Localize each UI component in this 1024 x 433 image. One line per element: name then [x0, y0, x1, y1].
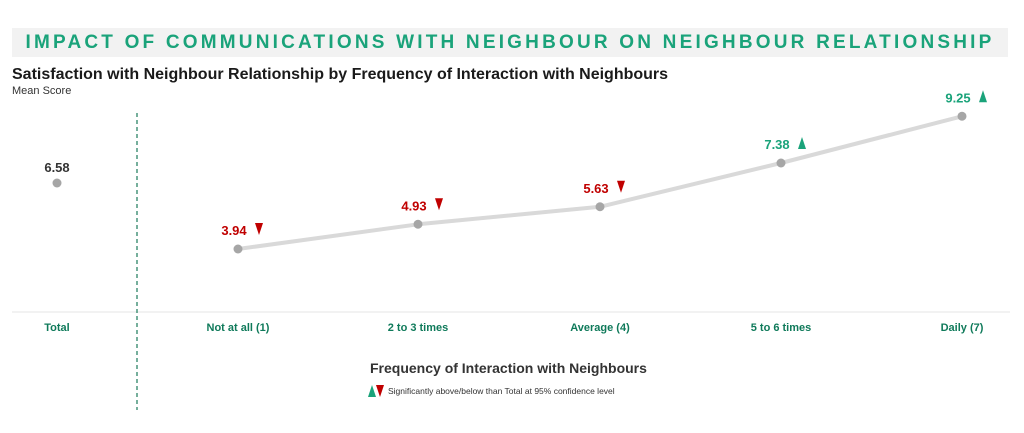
page-title: IMPACT OF COMMUNICATIONS WITH NEIGHBOUR …: [25, 32, 995, 53]
x-tick-label-2: 2 to 3 times: [388, 322, 449, 334]
total-value-label: 6.58: [44, 160, 69, 175]
data-point-5: [957, 111, 967, 121]
total-point: [52, 178, 62, 188]
data-point-2: [413, 219, 423, 229]
data-label-4: 7.38: [764, 137, 789, 152]
data-point-1: [233, 244, 243, 254]
x-tick-label-4: 5 to 6 times: [751, 322, 812, 334]
significance-arrow-4-icon: [798, 137, 806, 149]
data-point-4: [776, 158, 786, 168]
significance-arrow-2-icon: [435, 198, 443, 211]
significance-arrow-3-icon: [617, 180, 625, 193]
legend-text: Significantly above/below than Total at …: [388, 386, 615, 396]
x-tick-label-5: Daily (7): [941, 322, 984, 334]
significance-arrow-5-icon: [979, 90, 987, 103]
x-tick-label-3: Average (4): [570, 322, 630, 334]
data-label-3: 5.63: [583, 181, 608, 196]
significance-arrow-1-icon: [255, 223, 263, 235]
x-axis-title: Frequency of Interaction with Neighbours: [370, 360, 647, 376]
title-banner: IMPACT OF COMMUNICATIONS WITH NEIGHBOUR …: [12, 28, 1008, 57]
chart-title: Satisfaction with Neighbour Relationship…: [12, 66, 669, 83]
y-axis-label: Mean Score: [12, 85, 72, 97]
data-label-5: 9.25: [945, 90, 970, 105]
legend-down-arrow-icon: [376, 385, 384, 397]
data-label-1: 3.94: [221, 223, 247, 238]
x-tick-label-total: Total: [44, 322, 69, 334]
x-tick-label-1: Not at all (1): [207, 322, 270, 334]
data-point-3: [595, 202, 605, 212]
data-label-2: 4.93: [401, 198, 426, 213]
legend: Significantly above/below than Total at …: [368, 384, 615, 398]
legend-up-arrow-icon: [368, 385, 376, 397]
